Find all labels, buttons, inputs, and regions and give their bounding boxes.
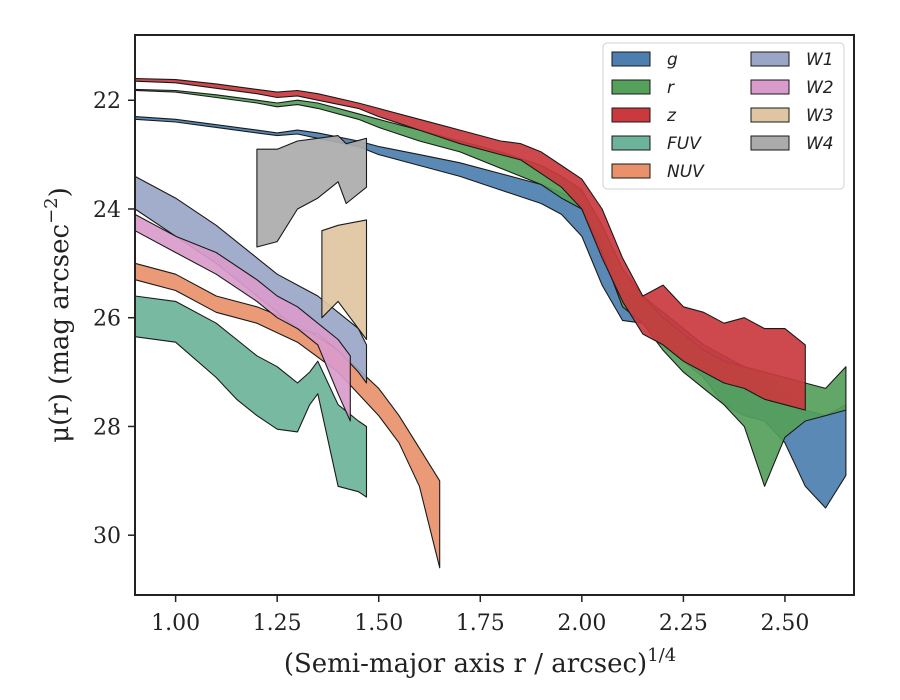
legend-swatch-g	[611, 51, 651, 67]
y-axis-ticks: 22 24 26 28 30	[93, 89, 135, 549]
x-tick-label: 2.00	[557, 611, 606, 636]
legend-label-r: r	[667, 78, 675, 98]
legend-swatch-W2	[750, 79, 790, 95]
band-W4	[256, 135, 368, 248]
x-tick-label: 1.00	[151, 611, 200, 636]
band-W3	[321, 219, 368, 341]
x-axis-label-exponent: 1/4	[647, 645, 676, 666]
y-tick-label: 22	[93, 89, 121, 114]
legend-label-FUV: FUV	[667, 134, 702, 154]
band-FUV	[134, 295, 368, 498]
legend-swatch-NUV	[611, 163, 651, 179]
y-tick-label: 28	[93, 415, 121, 440]
legend-label-g: g	[667, 50, 678, 70]
y-tick-label: 24	[93, 198, 121, 223]
y-tick-label: 26	[93, 307, 121, 332]
profile-bands	[134, 77, 847, 569]
legend-label-W3: W3	[806, 106, 834, 126]
legend-swatch-r	[611, 79, 651, 95]
band-W2	[134, 213, 351, 422]
y-tick-label: 30	[93, 524, 121, 549]
y-axis-label-exponent: −2	[41, 197, 62, 224]
legend-label-NUV: NUV	[667, 162, 705, 182]
band-z	[134, 77, 806, 411]
legend-swatch-z	[611, 107, 651, 123]
legend-label-W1: W1	[806, 50, 834, 70]
legend-label-W4: W4	[806, 134, 834, 154]
legend-swatch-W3	[750, 107, 790, 123]
x-tick-label: 1.75	[456, 611, 505, 636]
x-axis-ticks: 1.00 1.25 1.50 1.75 2.00 2.25 2.50	[151, 595, 809, 636]
band-g	[134, 116, 847, 509]
y-axis-label-tail: )	[45, 187, 75, 197]
y-axis-label: μ(r) (mag arcsec−2)	[41, 187, 75, 443]
x-axis-label-main: (Semi-major axis r / arcsec)	[284, 649, 647, 679]
x-tick-label: 2.50	[760, 611, 809, 636]
legend-swatch-FUV	[611, 135, 651, 151]
legend: grz FUV NUV W1 W2 W3 W4	[602, 42, 845, 190]
legend-label-z: z	[666, 106, 677, 126]
x-tick-label: 2.25	[659, 611, 708, 636]
x-tick-label: 1.50	[354, 611, 403, 636]
y-axis-label-main: μ(r) (mag arcsec	[45, 224, 75, 443]
plot-frame	[134, 34, 855, 596]
legend-swatch-W4	[750, 135, 790, 151]
legend-label-W2: W2	[806, 78, 834, 98]
legend-swatch-W1	[750, 51, 790, 67]
x-axis-label: (Semi-major axis r / arcsec)1/4	[284, 645, 676, 679]
x-tick-label: 1.25	[253, 611, 302, 636]
